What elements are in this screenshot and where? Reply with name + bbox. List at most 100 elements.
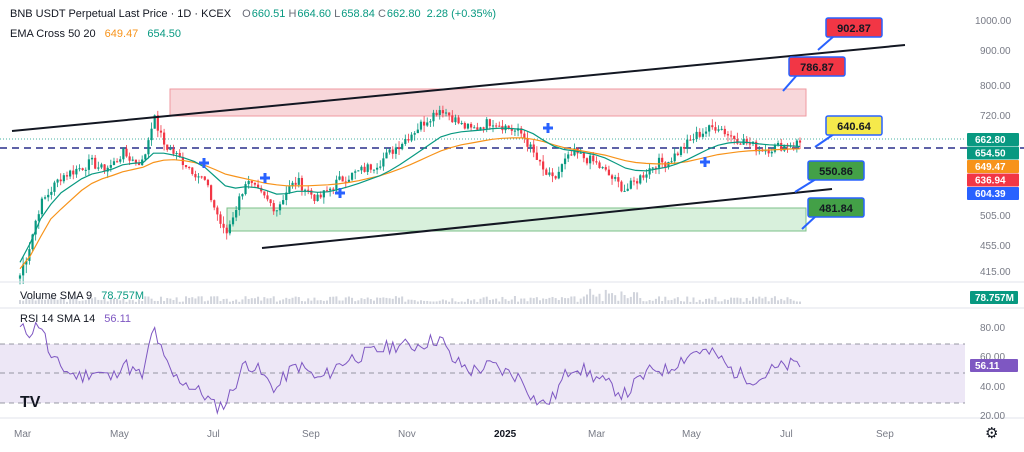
candle	[510, 124, 513, 136]
candle	[422, 116, 426, 132]
rsi-value: 56.11	[104, 313, 131, 325]
volume-bar	[178, 301, 181, 304]
candle	[363, 162, 366, 173]
volume-bar	[426, 300, 429, 304]
volume-bar	[686, 296, 689, 304]
volume-bar	[407, 299, 410, 304]
candle	[798, 137, 802, 149]
volume-bar	[482, 297, 485, 304]
volume-bar	[679, 301, 682, 304]
price-axis: 1000.00 900.00 800.00 720.00 505.00 455.…	[975, 16, 1012, 278]
x-tick-label: Jul	[207, 429, 220, 440]
candle	[285, 186, 288, 206]
candle	[554, 175, 557, 180]
callout-481.84[interactable]: 481.84	[801, 197, 865, 230]
volume-bar	[670, 299, 673, 304]
volume-bar	[47, 299, 50, 304]
candle	[294, 176, 297, 190]
candle	[162, 128, 166, 151]
candle	[172, 144, 175, 157]
volume-bar	[222, 299, 225, 304]
volume-bar	[279, 300, 281, 304]
tradingview-logo[interactable]: TV	[20, 394, 41, 411]
candle	[745, 136, 748, 146]
volume-bar	[717, 301, 720, 304]
volume-bar	[654, 298, 657, 304]
candle	[206, 178, 210, 188]
volume-bar	[667, 300, 670, 304]
volume-bar	[777, 300, 780, 304]
callout-550.86[interactable]: 550.86	[794, 160, 865, 193]
candle	[231, 212, 235, 227]
volume-bar	[463, 301, 466, 304]
candle	[131, 156, 134, 162]
candle	[169, 144, 172, 151]
rsi-line[interactable]	[19, 321, 801, 415]
volume-bar	[285, 297, 288, 304]
y-tick-505: 505.00	[980, 211, 1011, 222]
candle	[438, 105, 441, 120]
volume-bar	[501, 296, 504, 304]
open-value: 660.51	[251, 8, 286, 20]
gear-icon[interactable]: ⚙	[985, 425, 999, 442]
volume-bar	[614, 295, 617, 304]
volume-bar	[701, 301, 704, 304]
ema-legend[interactable]: EMA Cross 50 20 649.47 654.50	[10, 28, 181, 40]
candle	[617, 172, 620, 188]
candle	[150, 122, 153, 146]
callout-786.87[interactable]: 786.87	[782, 56, 846, 92]
volume-bar	[645, 301, 648, 304]
volume-bar	[232, 300, 235, 304]
volume-bar	[454, 301, 457, 304]
candle	[542, 155, 545, 176]
upper-trendline[interactable]	[11, 44, 906, 132]
volume-bar	[19, 300, 21, 304]
volume-legend[interactable]: Volume SMA 9 78.757M	[20, 290, 144, 302]
rsi-legend[interactable]: RSI 14 SMA 14 56.11	[20, 313, 131, 325]
candle	[90, 154, 94, 165]
ema-20-line[interactable]	[19, 127, 801, 263]
volume-bar	[159, 296, 162, 304]
resistance-zone[interactable]	[169, 88, 807, 117]
candle	[426, 117, 429, 127]
volume-bar	[773, 296, 776, 304]
volume-bar	[50, 296, 53, 304]
candle	[184, 164, 188, 169]
candle	[469, 122, 473, 131]
volume-bar	[642, 301, 645, 304]
candle	[460, 120, 463, 125]
volume-bar	[398, 297, 401, 304]
candle	[397, 141, 401, 155]
candle	[87, 154, 91, 176]
price-tag: 636.94	[967, 173, 1019, 187]
volume-bar	[169, 298, 172, 304]
candle	[278, 201, 282, 215]
candle	[429, 119, 432, 128]
candle	[69, 169, 72, 180]
volume-bar	[141, 300, 144, 304]
ema-label: EMA Cross 50 20	[10, 28, 96, 40]
volume-bar	[272, 296, 275, 304]
callout-902.87[interactable]: 902.87	[817, 17, 883, 51]
volume-bar	[736, 297, 739, 304]
volume-bar	[338, 300, 341, 304]
volume-bar	[752, 296, 755, 304]
volume-bar	[689, 301, 692, 304]
volume-bar	[485, 296, 488, 304]
candle	[404, 134, 407, 146]
volume-bar	[119, 300, 122, 304]
symbol-title[interactable]: BNB USDT Perpetual Last Price · 1D · KCE…	[10, 8, 232, 20]
candle	[733, 135, 736, 145]
callout-640.64[interactable]: 640.64	[814, 115, 883, 148]
candle	[755, 139, 758, 156]
support-zone[interactable]	[226, 207, 807, 232]
candle	[642, 171, 645, 181]
candle	[419, 119, 423, 132]
volume-bar	[372, 300, 375, 304]
ema-50-line[interactable]	[19, 137, 801, 270]
lower-trendline[interactable]	[261, 188, 833, 249]
candle	[338, 170, 341, 181]
candle	[686, 134, 689, 154]
volume-bar	[457, 301, 460, 304]
candle	[222, 216, 225, 234]
